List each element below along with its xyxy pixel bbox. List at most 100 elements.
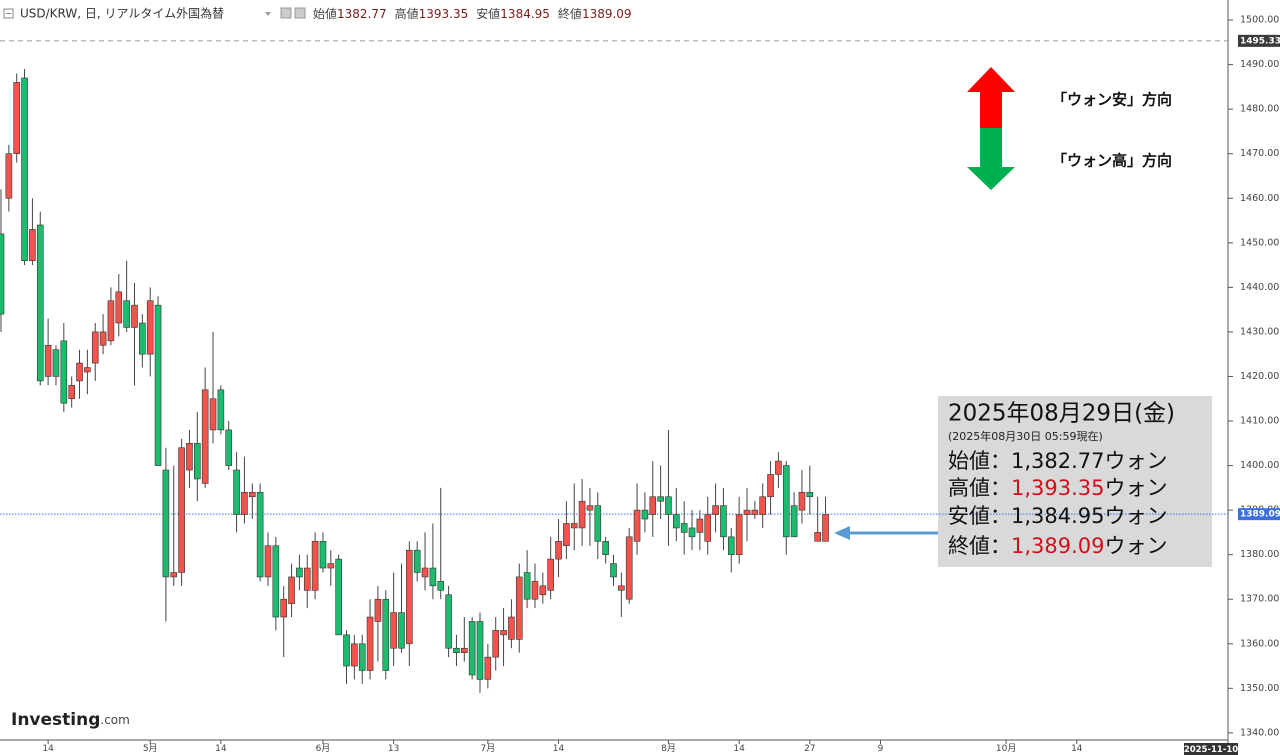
candle-body: [798, 491, 806, 511]
candle-body: [775, 460, 782, 475]
candle-body: [123, 300, 130, 328]
candle-body: [822, 514, 829, 542]
info-label: 始値：: [948, 449, 1011, 473]
candle-body: [578, 500, 586, 529]
candle-body: [555, 541, 562, 560]
collapse-icon[interactable]: [3, 8, 14, 19]
candle-body: [29, 229, 36, 261]
candle-body: [146, 300, 154, 355]
ohlc-value: 1382.77: [337, 7, 387, 21]
price-label-box: [1238, 508, 1280, 521]
info-row: 安値：1,384.95ウォン: [948, 504, 1168, 528]
candle-body: [52, 349, 60, 377]
y-tick-label: 1410.00: [1240, 416, 1279, 427]
x-tick-label: 14: [733, 744, 745, 754]
candle-body: [429, 567, 437, 587]
info-unit: ウォン: [1105, 476, 1168, 500]
candle-body: [673, 514, 680, 529]
candle-body: [633, 509, 641, 542]
candle-body: [406, 549, 413, 645]
candle-body: [296, 567, 303, 578]
ohlc-value: 1393.35: [419, 7, 469, 21]
annotation: 「ウォン高」方向: [1052, 152, 1172, 170]
candle-body: [539, 585, 547, 596]
candle-body: [618, 585, 625, 591]
candle-body: [602, 541, 609, 555]
candle-body: [351, 643, 358, 667]
candle-body: [131, 304, 138, 328]
y-tick-label: 1430.00: [1240, 326, 1279, 337]
y-tick-label: 1450.00: [1240, 237, 1279, 248]
candle-body: [84, 367, 91, 373]
candle-body: [680, 523, 688, 533]
x-tick-label: 5月: [143, 743, 158, 754]
x-tick-label: 7月: [480, 743, 495, 754]
candle-body: [209, 398, 217, 431]
candle-body: [751, 509, 759, 515]
info-title: 2025年08月29日(金): [948, 401, 1175, 427]
info-value: 1,393.35: [1011, 476, 1105, 500]
candle-body: [704, 514, 712, 542]
candle-body: [0, 233, 5, 315]
close-icon[interactable]: [294, 7, 306, 19]
candle-body: [508, 616, 515, 640]
candle-body: [806, 491, 814, 498]
ohlc-label: 始値: [313, 6, 337, 21]
candle-body: [712, 505, 719, 515]
settings-icon[interactable]: [280, 7, 292, 19]
y-tick-label: 1400.00: [1240, 460, 1279, 471]
price-label-box: [1238, 34, 1280, 47]
candle-body: [107, 300, 115, 342]
x-tick-label: 10月: [996, 743, 1016, 754]
candle-body: [225, 429, 233, 466]
header-ohlc: 始値1382.77 高値1393.35 安値1384.95 終値1389.09: [313, 6, 632, 21]
candle-body: [68, 385, 75, 400]
annotation: 「ウォン安」方向: [1052, 91, 1172, 109]
candle-body: [492, 630, 500, 658]
candle-body: [366, 616, 374, 671]
candle-body: [154, 304, 162, 466]
candle-body: [445, 594, 452, 649]
candle-body: [248, 491, 256, 498]
candle-body: [657, 496, 664, 502]
dropdown-icon[interactable]: [265, 12, 271, 16]
ohlc-label: 終値: [558, 6, 582, 21]
ohlc-label: 安値: [476, 6, 500, 21]
x-tick-label: 6月: [316, 743, 331, 754]
x-tick-label: 9: [878, 744, 884, 754]
candle-body: [343, 634, 350, 667]
candle-body: [398, 612, 405, 649]
candle-body: [476, 621, 484, 680]
y-tick-label: 1470.00: [1240, 148, 1279, 159]
candle-body: [790, 505, 798, 538]
price-label: 1389.09: [1240, 510, 1280, 520]
y-tick-label: 1370.00: [1240, 594, 1279, 605]
candle-body: [327, 563, 335, 569]
candle-body: [5, 153, 13, 199]
candle-body: [311, 541, 319, 591]
candle-body: [390, 612, 397, 649]
candle-body: [453, 647, 460, 653]
y-tick-label: 1440.00: [1240, 282, 1279, 293]
candle-body: [759, 496, 766, 515]
info-unit: ウォン: [1105, 449, 1168, 473]
candle-body: [13, 82, 21, 155]
candle-body: [256, 491, 264, 578]
candle-body: [421, 567, 429, 578]
candle-body: [91, 331, 99, 364]
candle-body: [523, 572, 531, 600]
candle-body: [500, 630, 507, 636]
candle-body: [814, 532, 821, 542]
y-tick-label: 1340.00: [1240, 727, 1279, 738]
candle-body: [437, 581, 445, 591]
candle-body: [115, 291, 123, 324]
candle-body: [413, 549, 421, 573]
candle-body: [170, 572, 178, 578]
candle-body: [374, 598, 382, 622]
info-value: 1,382.77: [1011, 449, 1105, 473]
logo: Investing.com: [11, 710, 130, 730]
candle-body: [665, 496, 672, 515]
candle-body: [335, 558, 342, 636]
candle-body: [625, 536, 633, 600]
